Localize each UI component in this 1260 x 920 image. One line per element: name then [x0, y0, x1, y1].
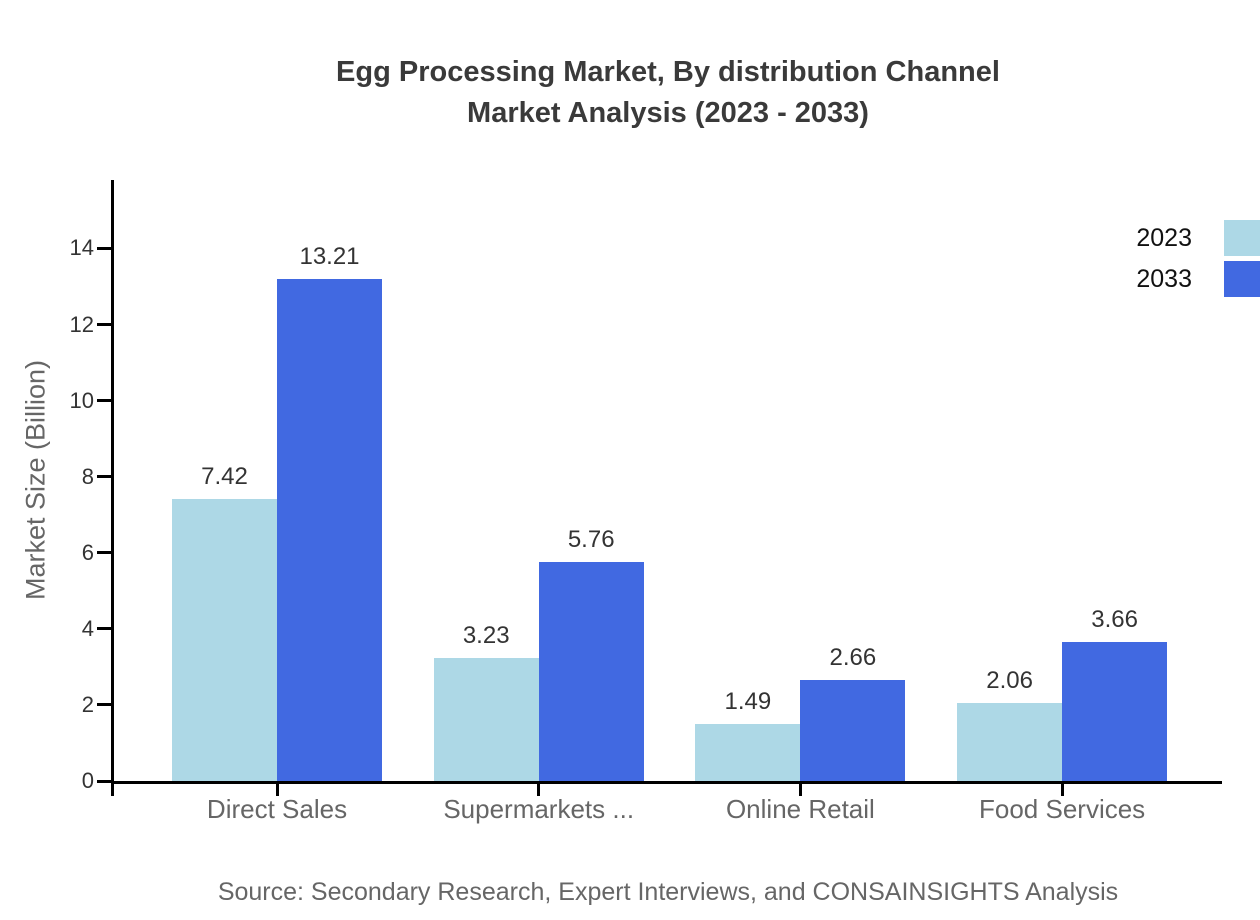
- bar-2033-online-retail: [800, 679, 906, 781]
- y-axis-line: [111, 180, 114, 796]
- bar-2023-direct-sales: [172, 498, 277, 781]
- value-label-2033-direct-sales: 13.21: [299, 242, 360, 270]
- x-category-label-food-services: Food Services: [979, 794, 1146, 824]
- bar-2033-direct-sales: [277, 278, 382, 781]
- y-tick-label-10: 10: [69, 387, 94, 413]
- bar-2033-food-services: [1062, 641, 1168, 781]
- value-label-2023-supermarkets: 3.23: [462, 622, 510, 650]
- legend: 2023 2033: [1136, 220, 1260, 302]
- y-tick-mark-2: [97, 703, 111, 707]
- source-note: Source: Secondary Research, Expert Inter…: [217, 878, 1119, 906]
- y-tick-label-8: 8: [81, 463, 94, 489]
- y-tick-mark-4: [97, 627, 111, 631]
- legend-swatch-2033: [1224, 261, 1260, 297]
- y-tick-label-6: 6: [81, 539, 94, 565]
- bar-2023-food-services: [957, 702, 1063, 781]
- value-label-2023-food-services: 2.06: [986, 666, 1033, 694]
- value-label-2033-food-services: 3.66: [1091, 605, 1138, 633]
- value-label-2023-online-retail: 1.49: [724, 688, 772, 716]
- bar-2023-supermarkets: [433, 658, 539, 781]
- y-tick-mark-12: [97, 323, 111, 327]
- y-tick-mark-0: [97, 779, 111, 783]
- y-tick-mark-6: [97, 551, 111, 555]
- legend-swatch-2023: [1224, 220, 1260, 256]
- legend-row-2023: 2023: [1136, 220, 1260, 256]
- y-tick-mark-14: [97, 246, 111, 250]
- value-label-2023-direct-sales: 7.42: [201, 462, 248, 490]
- x-tick-mark-online-retail: [798, 781, 802, 796]
- y-tick-label-12: 12: [69, 311, 94, 337]
- plot-area: 0 2 4 6 8 10 12 14 7.42 13.21 Direct Sales 3.23 5.76…: [70, 180, 1222, 824]
- legend-label-2033: 2033: [1136, 264, 1192, 293]
- bar-2023-online-retail: [695, 724, 801, 781]
- y-tick-label-2: 2: [81, 691, 94, 717]
- chart-title: Egg Processing Market, By distribution C…: [114, 52, 1222, 134]
- legend-label-2023: 2023: [1136, 223, 1192, 252]
- x-category-label-online-retail: Online Retail: [725, 794, 875, 824]
- x-tick-mark-food-services: [1060, 781, 1064, 796]
- x-tick-mark-supermarkets: [537, 781, 541, 796]
- y-tick-mark-10: [97, 399, 111, 403]
- x-axis-line: [111, 781, 1222, 784]
- x-category-label-supermarkets: Supermarkets ...: [443, 794, 635, 824]
- x-category-label-direct-sales: Direct Sales: [206, 794, 348, 824]
- chart-title-line2: Market Analysis (2023 - 2033): [467, 97, 869, 129]
- y-tick-label-14: 14: [69, 235, 94, 261]
- bar-2033-supermarkets: [538, 561, 644, 781]
- chart-title-line1: Egg Processing Market, By distribution C…: [336, 56, 1000, 88]
- x-tick-mark-direct-sales: [275, 781, 279, 796]
- value-label-2033-supermarkets: 5.76: [567, 525, 615, 553]
- y-tick-label-0: 0: [81, 768, 94, 793]
- y-tick-mark-8: [97, 475, 111, 479]
- legend-row-2033: 2033: [1136, 261, 1260, 297]
- y-tick-label-4: 4: [81, 615, 94, 641]
- value-label-2033-online-retail: 2.66: [829, 643, 877, 671]
